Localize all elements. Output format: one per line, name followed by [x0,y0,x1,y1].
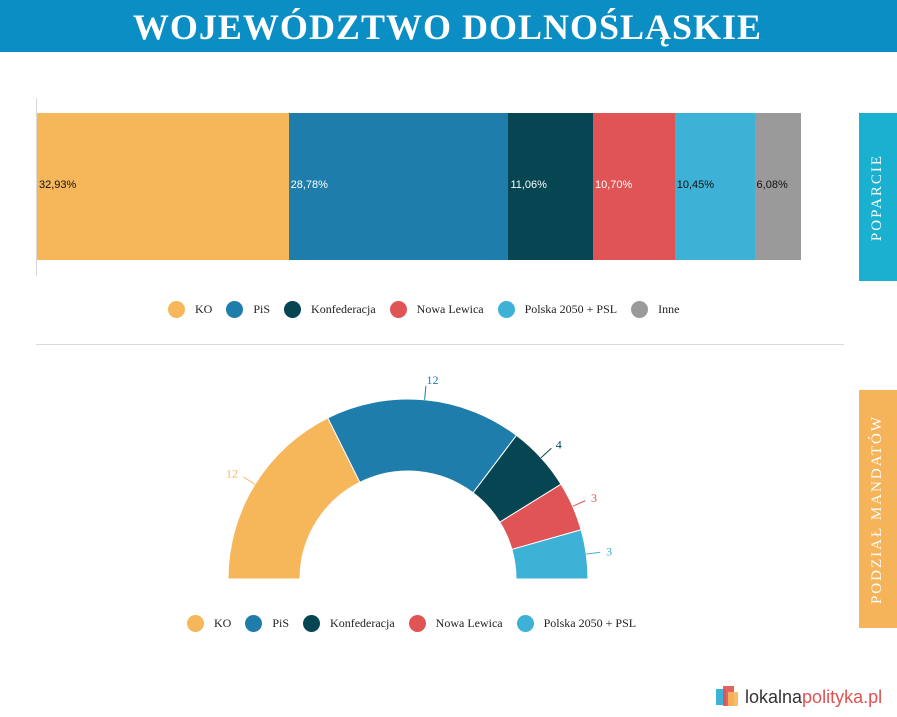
legend-label: Konfederacja [330,616,395,630]
legend-marker [408,615,426,632]
legend-label: PiS [272,616,290,630]
legend-marker [389,301,407,318]
bar-label-ko: 32,93% [39,179,77,191]
legend-marker [284,301,302,318]
legend-item-ko[interactable]: KO [168,301,212,318]
legend-label: Inne [658,302,680,316]
tab-seats: PODZIAŁ MANDATÓW [859,390,897,628]
tab-support: POPARCIE [859,113,897,281]
site-logo: lokalnapolityka.pl [716,686,882,708]
bar-label-pis: 28,78% [290,179,328,191]
seat-label-ko: 12 [226,467,238,481]
legend-item-konfederacja[interactable]: Konfederacja [284,301,376,318]
seat-label-konfederacja: 4 [556,437,562,451]
section-divider [36,344,844,345]
bar-segment-pis [288,113,509,260]
donut-slice-polska-2050-psl [511,529,589,580]
legend-item-ko[interactable]: KO [187,615,231,632]
legend-label: KO [214,616,232,630]
bar-segment-konfederacja [508,113,593,260]
legend-item-inne[interactable]: Inne [631,301,679,318]
leader-line-konfederacja [540,447,552,459]
seat-label-polska-2050-psl: 3 [606,544,612,558]
bar-segment-polska-2050-psl [674,113,755,260]
bar-segment-nowa-lewica [592,113,675,260]
legend-label: Polska 2050 + PSL [543,616,637,630]
support-legend: KO PiS Konfederacja Nowa Lewica Polska 2050 … [168,301,693,318]
leader-line-polska-2050-psl [586,551,601,555]
legend-marker [516,615,534,632]
legend-item-nowa-lewica[interactable]: Nowa Lewica [408,615,503,632]
leader-line-nowa-lewica [572,500,586,507]
bar-axis [36,98,37,276]
seat-label-nowa-lewica: 3 [591,491,597,505]
bar-segment-ko [37,113,289,260]
bar-label-inne: 6,08% [756,179,788,191]
legend-marker [245,615,263,632]
legend-marker [631,301,649,318]
logo-icon [716,686,738,706]
legend-label: Nowa Lewica [435,616,503,630]
legend-item-polska-2050-psl[interactable]: Polska 2050 + PSL [497,301,618,318]
legend-item-konfederacja[interactable]: Konfederacja [303,615,395,632]
legend-marker [497,301,515,318]
page-title: WOJEWÓDZTWO DOLNOŚLĄSKIE [132,7,763,47]
legend-item-nowa-lewica[interactable]: Nowa Lewica [389,301,484,318]
legend-marker [187,615,204,632]
legend-marker [226,301,244,318]
legend-label: PiS [253,302,271,316]
header-banner: WOJEWÓDZTWO DOLNOŚLĄSKIE [0,0,897,52]
seats-legend: KO PiS Konfederacja Nowa Lewica Polska 2050 … [187,615,650,632]
bar-label-polska-2050-psl: 10,45% [676,179,715,191]
legend-item-polska-2050-psl[interactable]: Polska 2050 + PSL [516,615,637,632]
seat-label-pis: 12 [426,373,438,387]
support-bar-chart: 32,93% 28,78% 11,06% 10,70% 10,45% 6,08% [36,98,816,276]
logo-text: lokalnapolityka.pl [745,687,882,708]
logo-text-part2: polityka.pl [802,686,883,707]
legend-marker [303,615,321,632]
logo-text-part1: lokalna [745,686,803,707]
bar-label-nowa-lewica: 10,70% [594,179,633,191]
legend-marker [168,301,185,318]
leader-line-pis [424,385,427,400]
legend-item-pis[interactable]: PiS [245,615,289,632]
legend-item-pis[interactable]: PiS [226,301,270,318]
legend-label: KO [195,302,213,316]
legend-label: Nowa Lewica [416,302,484,316]
legend-label: Konfederacja [311,302,376,316]
bar-segment-inne [754,113,801,260]
leader-line-ko [242,476,256,485]
legend-label: Polska 2050 + PSL [524,302,618,316]
bar-label-konfederacja: 11,06% [510,179,547,191]
